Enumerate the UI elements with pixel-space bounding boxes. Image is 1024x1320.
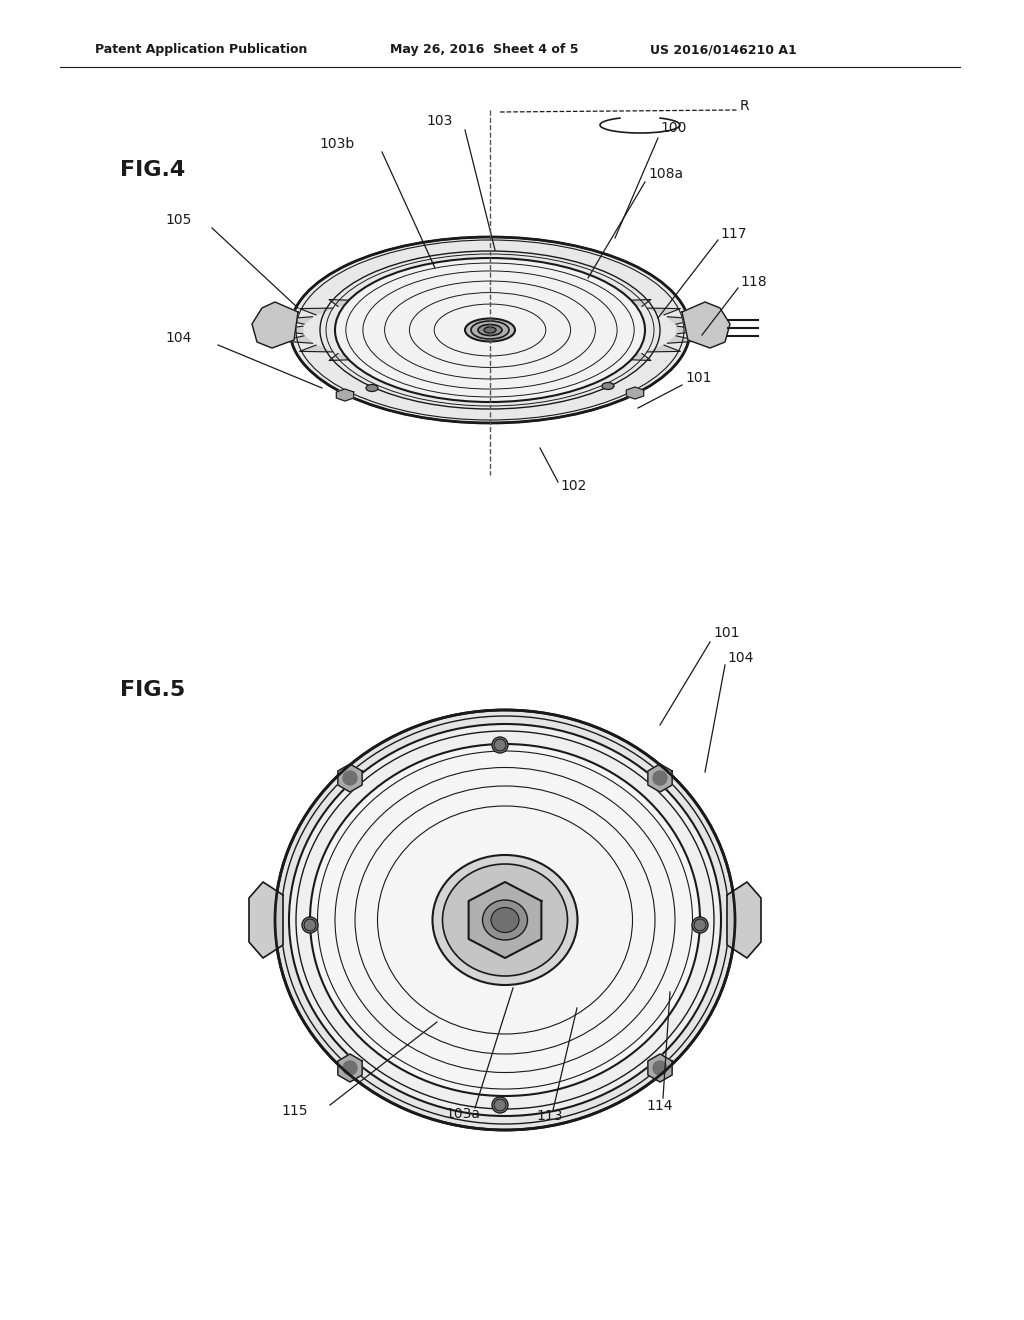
- Polygon shape: [368, 360, 398, 368]
- Ellipse shape: [602, 383, 614, 389]
- Polygon shape: [338, 1053, 362, 1082]
- Polygon shape: [540, 286, 573, 294]
- Circle shape: [343, 1061, 357, 1074]
- Polygon shape: [648, 1053, 672, 1082]
- Polygon shape: [677, 326, 705, 334]
- Ellipse shape: [465, 318, 515, 342]
- Polygon shape: [668, 335, 698, 343]
- Polygon shape: [336, 389, 353, 401]
- Polygon shape: [338, 764, 362, 792]
- Ellipse shape: [692, 917, 708, 933]
- Text: 101: 101: [685, 371, 712, 385]
- Polygon shape: [582, 360, 612, 368]
- Ellipse shape: [492, 737, 508, 752]
- Text: 113: 113: [537, 1109, 563, 1123]
- Polygon shape: [618, 354, 651, 360]
- Ellipse shape: [482, 900, 527, 940]
- Polygon shape: [582, 292, 612, 300]
- Ellipse shape: [366, 384, 378, 392]
- Ellipse shape: [335, 257, 645, 403]
- Text: 118: 118: [740, 275, 767, 289]
- Ellipse shape: [494, 1100, 506, 1111]
- Polygon shape: [450, 284, 485, 290]
- Polygon shape: [495, 370, 530, 376]
- Ellipse shape: [494, 739, 506, 751]
- Text: 103a: 103a: [445, 1107, 480, 1121]
- Polygon shape: [647, 308, 680, 315]
- Text: FIG.5: FIG.5: [120, 680, 185, 700]
- Ellipse shape: [442, 865, 567, 975]
- Text: FIG.4: FIG.4: [120, 160, 185, 180]
- Text: 103b: 103b: [319, 137, 355, 150]
- Text: 108a: 108a: [648, 168, 683, 181]
- Text: 104: 104: [166, 331, 193, 345]
- Ellipse shape: [490, 908, 519, 932]
- Ellipse shape: [478, 325, 502, 335]
- Ellipse shape: [290, 238, 690, 422]
- Text: 102: 102: [560, 479, 587, 492]
- Text: R: R: [740, 99, 750, 114]
- Polygon shape: [668, 317, 698, 325]
- Circle shape: [653, 1061, 667, 1074]
- Text: 100: 100: [660, 121, 686, 135]
- Polygon shape: [252, 302, 298, 348]
- Text: 105: 105: [166, 213, 193, 227]
- Text: 103: 103: [427, 114, 454, 128]
- Ellipse shape: [432, 855, 578, 985]
- Polygon shape: [648, 764, 672, 792]
- Polygon shape: [282, 335, 312, 343]
- Polygon shape: [300, 308, 333, 315]
- Circle shape: [653, 771, 667, 785]
- Ellipse shape: [484, 327, 496, 333]
- Ellipse shape: [694, 919, 706, 931]
- Polygon shape: [282, 317, 312, 325]
- Text: May 26, 2016  Sheet 4 of 5: May 26, 2016 Sheet 4 of 5: [390, 44, 579, 57]
- Ellipse shape: [310, 744, 700, 1096]
- Polygon shape: [540, 366, 573, 374]
- Ellipse shape: [304, 919, 316, 931]
- Polygon shape: [407, 286, 440, 294]
- Polygon shape: [469, 882, 542, 958]
- Polygon shape: [329, 354, 361, 360]
- Polygon shape: [407, 366, 440, 374]
- Polygon shape: [727, 882, 761, 958]
- Polygon shape: [368, 292, 398, 300]
- Text: 104: 104: [727, 651, 754, 665]
- Ellipse shape: [275, 710, 735, 1130]
- Ellipse shape: [492, 1097, 508, 1113]
- Polygon shape: [682, 302, 730, 348]
- Text: 115: 115: [282, 1104, 308, 1118]
- Ellipse shape: [471, 321, 509, 339]
- Text: 101: 101: [713, 626, 739, 640]
- Ellipse shape: [289, 723, 721, 1115]
- Polygon shape: [618, 300, 651, 306]
- Polygon shape: [300, 345, 333, 352]
- Text: US 2016/0146210 A1: US 2016/0146210 A1: [650, 44, 797, 57]
- Text: 117: 117: [720, 227, 746, 242]
- Ellipse shape: [302, 917, 318, 933]
- Polygon shape: [249, 882, 283, 958]
- Circle shape: [343, 771, 357, 785]
- Text: Patent Application Publication: Patent Application Publication: [95, 44, 307, 57]
- Polygon shape: [647, 345, 680, 352]
- Text: 114: 114: [647, 1100, 673, 1113]
- Polygon shape: [627, 387, 644, 399]
- Polygon shape: [275, 326, 303, 334]
- Polygon shape: [450, 370, 485, 376]
- Polygon shape: [329, 300, 361, 306]
- Polygon shape: [495, 284, 530, 290]
